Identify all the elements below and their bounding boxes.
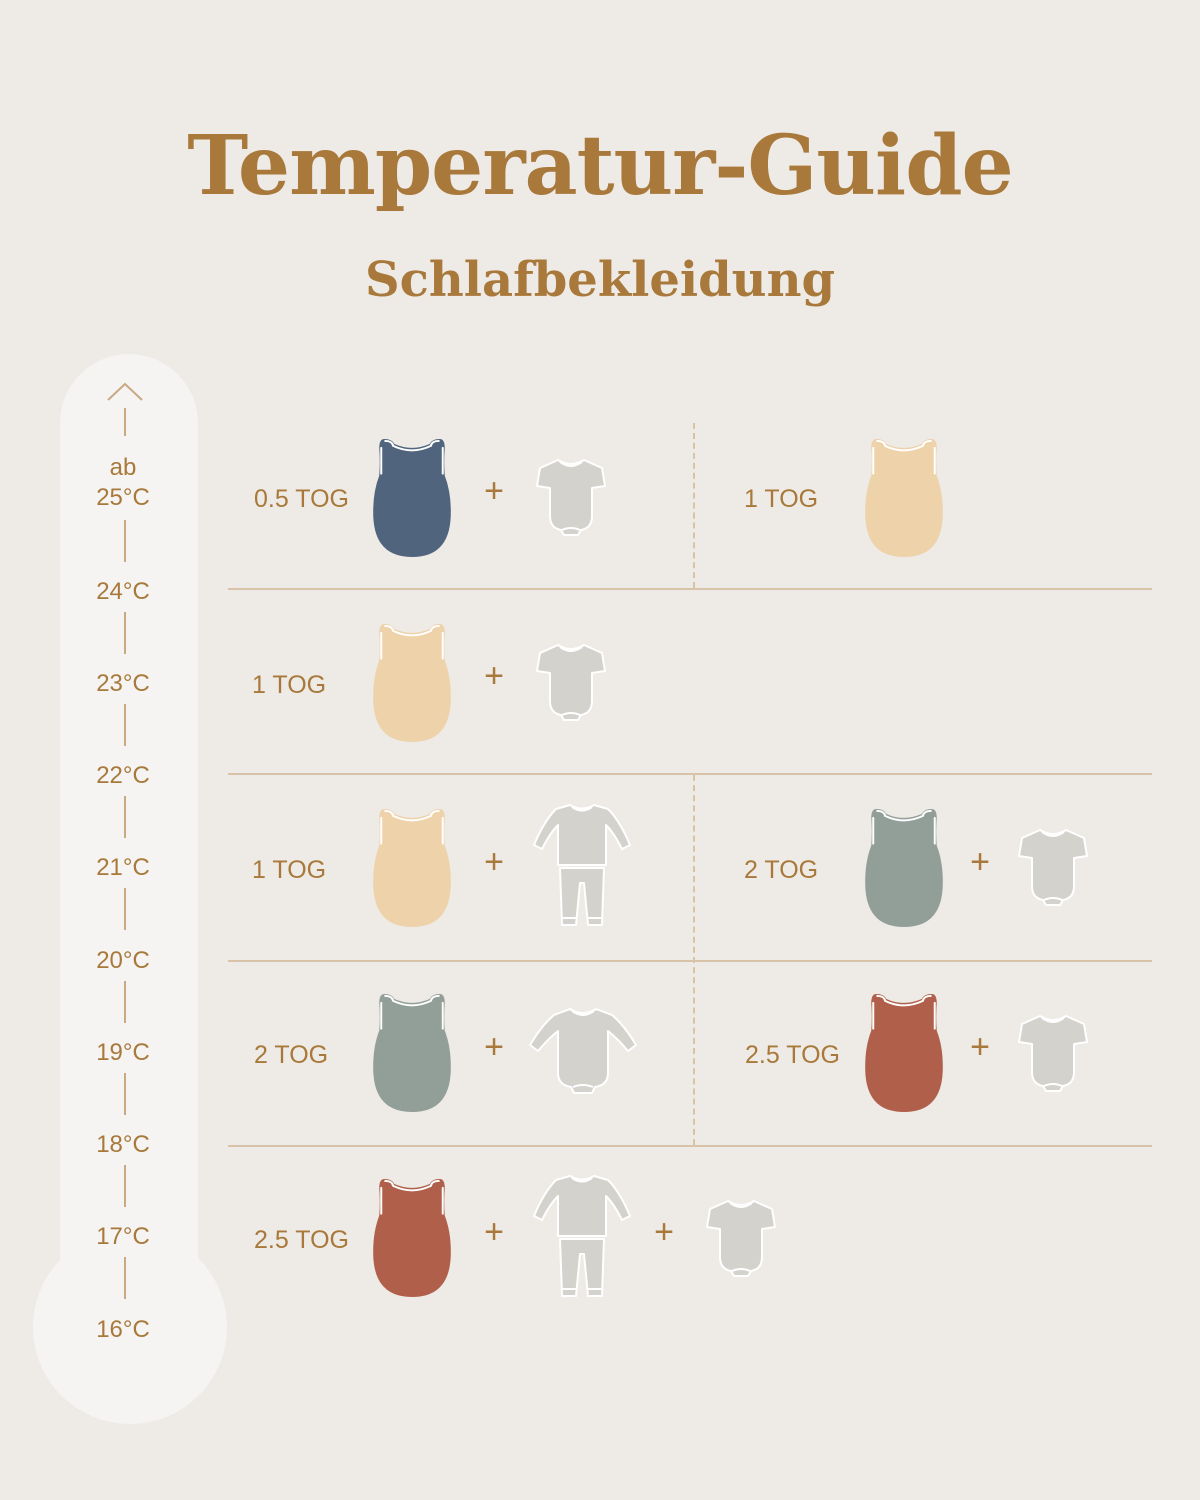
sleepsack-sage-icon (372, 989, 452, 1113)
thermometer-tick (124, 1257, 126, 1299)
tog-label: 2 TOG (744, 856, 819, 884)
thermometer-tick (124, 1073, 126, 1115)
page-subtitle: Schlafbekleidung (364, 252, 836, 308)
temp-label-25: ab 25°C (60, 453, 186, 513)
column-divider (693, 423, 695, 588)
sleepsack-peach-icon (372, 619, 452, 743)
thermometer-tick (124, 612, 126, 654)
sleepsack-peach-icon (864, 434, 944, 558)
temp-label-24: 24°C (96, 578, 150, 605)
plus-sign: + (484, 1028, 504, 1066)
temp-label-18: 18°C (96, 1131, 150, 1158)
tog-label: 1 TOG (252, 671, 327, 699)
tog-label: 2.5 TOG (254, 1226, 349, 1254)
column-divider (693, 775, 695, 1145)
pajama-set-icon (532, 1172, 632, 1300)
plus-sign: + (484, 1213, 504, 1251)
sleepsack-rust-icon (372, 1174, 452, 1298)
temp-label-20: 20°C (96, 947, 150, 974)
plus-sign: + (970, 843, 990, 881)
sleepsack-navy-icon (372, 434, 452, 558)
plus-sign: + (654, 1213, 674, 1251)
temp-label-17: 17°C (96, 1223, 150, 1250)
plus-sign: + (970, 1028, 990, 1066)
row-divider (228, 960, 1152, 962)
temp-label-16: 16°C (96, 1316, 150, 1343)
row-divider (228, 773, 1152, 775)
pajama-set-icon (532, 801, 632, 929)
bodysuit-short-sleeve-icon (706, 1197, 776, 1277)
thermometer-tick (124, 704, 126, 746)
bodysuit-long-sleeve-icon (528, 1005, 638, 1095)
tog-label: 1 TOG (744, 485, 819, 513)
row-divider (228, 1145, 1152, 1147)
sleepsack-sage-icon (864, 804, 944, 928)
plus-sign: + (484, 843, 504, 881)
sleepsack-rust-icon (864, 989, 944, 1113)
temp-label-21: 21°C (96, 854, 150, 881)
tog-label: 1 TOG (252, 856, 327, 884)
tog-label: 2 TOG (254, 1041, 329, 1069)
plus-sign: + (484, 472, 504, 510)
temp-label-19: 19°C (96, 1039, 150, 1066)
thermometer-tick (124, 1165, 126, 1207)
thermometer-tick (124, 888, 126, 930)
row-divider (228, 588, 1152, 590)
thermometer-tick (124, 520, 126, 562)
page-title: Temperatur-Guide (187, 118, 1013, 214)
thermometer-tick (124, 796, 126, 838)
plus-sign: + (484, 657, 504, 695)
sleepsack-peach-icon (372, 804, 452, 928)
temp-prefix: ab 25°C (96, 454, 150, 511)
tog-label: 0.5 TOG (254, 485, 349, 513)
thermometer-tube (60, 354, 198, 1314)
thermometer-tick (124, 981, 126, 1023)
temp-label-23: 23°C (96, 670, 150, 697)
thermometer-bulb (33, 1230, 227, 1424)
temp-label-22: 22°C (96, 762, 150, 789)
bodysuit-short-sleeve-icon (536, 641, 606, 721)
arrow-up-icon (107, 382, 143, 436)
bodysuit-short-sleeve-icon (1018, 826, 1088, 906)
bodysuit-short-sleeve-icon (536, 456, 606, 536)
bodysuit-short-sleeve-icon (1018, 1012, 1088, 1092)
tog-label: 2.5 TOG (745, 1041, 840, 1069)
